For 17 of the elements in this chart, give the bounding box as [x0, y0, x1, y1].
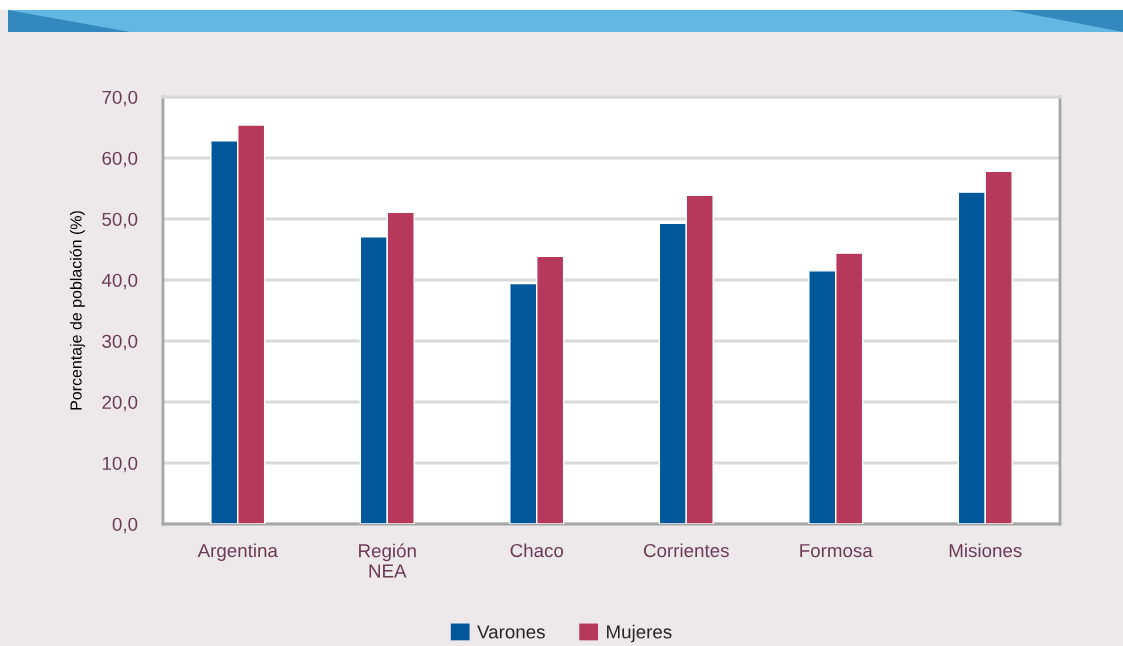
- y-tick-label: 60,0: [102, 151, 138, 168]
- y-tick-label: 30,0: [102, 334, 138, 351]
- y-tick-label: 0,0: [112, 517, 138, 534]
- x-tick-label: Región NEA: [359, 543, 416, 578]
- x-tick-label: Argentina: [197, 543, 278, 561]
- x-tick-label: Chaco: [510, 543, 564, 558]
- x-tick-label: Formosa: [800, 544, 873, 558]
- legend-label: Mujeres: [607, 624, 672, 643]
- y-tick-label: 20,0: [102, 395, 138, 412]
- x-tick-label: Misiones: [949, 543, 1022, 558]
- y-tick-label: 50,0: [102, 212, 138, 229]
- legend-label: Varones: [477, 625, 545, 639]
- y-axis-title: Porcentaje de población (%): [69, 211, 85, 410]
- x-tick-label: Corrientes: [643, 543, 729, 558]
- y-tick-label: 70,0: [102, 90, 138, 107]
- y-tick-label: 10,0: [102, 456, 138, 473]
- y-tick-label: 40,0: [101, 273, 138, 290]
